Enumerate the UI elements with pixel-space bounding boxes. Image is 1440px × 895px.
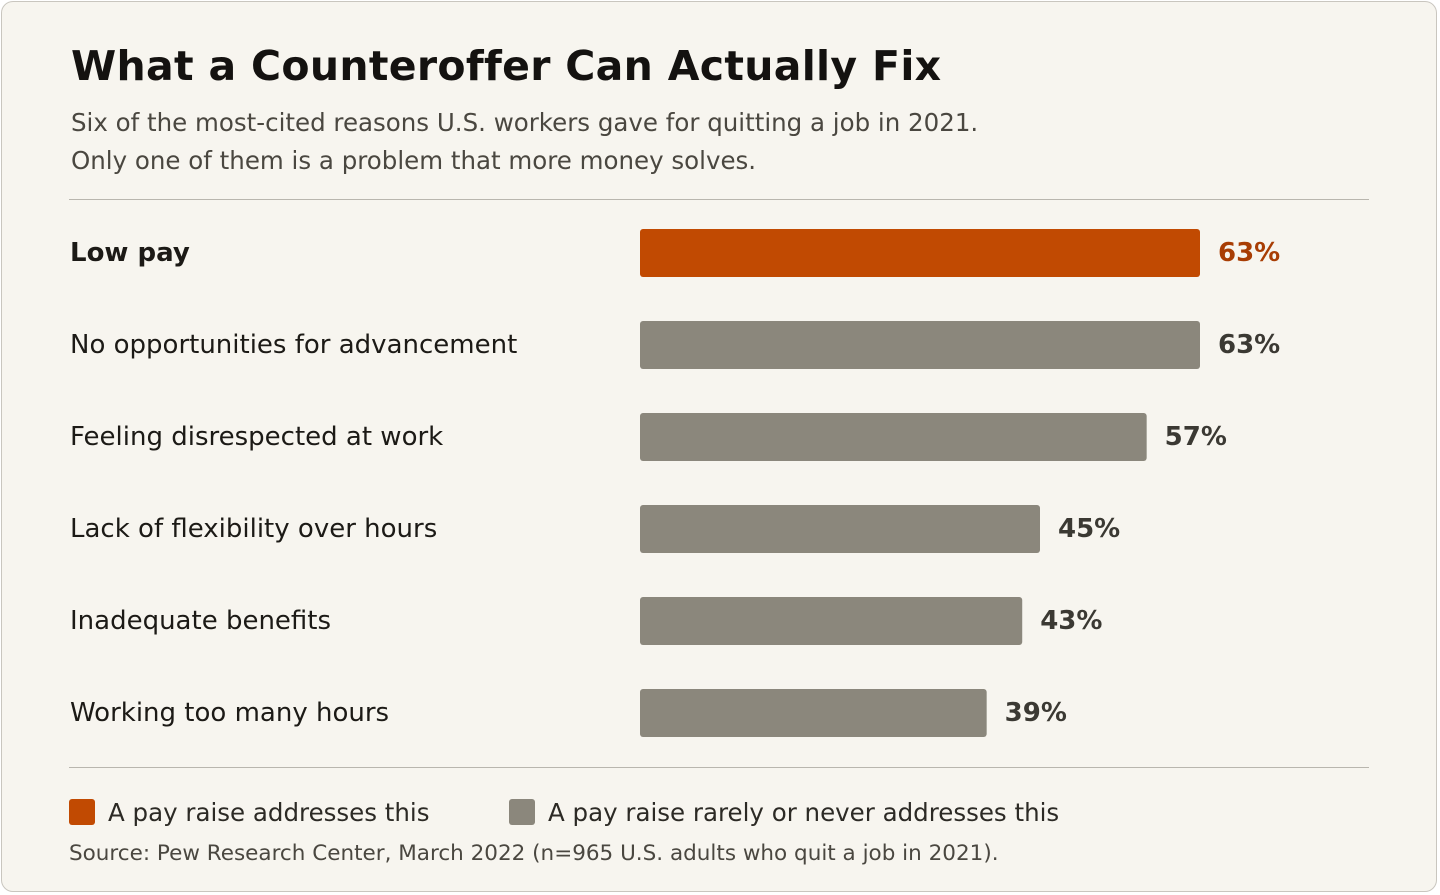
value-label: 39% xyxy=(1005,698,1067,728)
value-label: 63% xyxy=(1218,330,1280,360)
legend-label-raise-rarely: A pay raise rarely or never addresses th… xyxy=(548,797,1060,827)
subtitle-line-1: Six of the most-cited reasons U.S. worke… xyxy=(71,108,979,137)
legend-item-raise-rarely: A pay raise rarely or never addresses th… xyxy=(509,794,1059,830)
bar xyxy=(640,597,1023,645)
bar xyxy=(640,321,1200,369)
category-label: Feeling disrespected at work xyxy=(70,422,443,452)
value-label: 57% xyxy=(1165,422,1227,452)
value-label: 43% xyxy=(1040,606,1102,636)
top-divider xyxy=(69,199,1369,200)
category-label: Working too many hours xyxy=(70,698,389,728)
legend-item-raise-addresses: A pay raise addresses this xyxy=(69,794,430,830)
value-label: 63% xyxy=(1218,238,1280,268)
bottom-divider xyxy=(69,767,1369,768)
category-label: Inadequate benefits xyxy=(70,606,331,636)
legend-swatch-highlight xyxy=(69,799,95,825)
category-label: No opportunities for advancement xyxy=(70,330,517,360)
bar xyxy=(640,689,987,737)
legend-swatch-muted xyxy=(509,799,535,825)
category-label: Low pay xyxy=(70,238,190,268)
source-note: Source: Pew Research Center, March 2022 … xyxy=(69,841,999,866)
bar xyxy=(640,505,1040,553)
legend-label-raise-addresses: A pay raise addresses this xyxy=(108,797,430,827)
category-label: Lack of flexibility over hours xyxy=(70,514,437,544)
bar xyxy=(640,413,1147,461)
bar xyxy=(640,229,1200,277)
subtitle-line-2: Only one of them is a problem that more … xyxy=(71,146,757,175)
chart-subtitle: Six of the most-cited reasons U.S. worke… xyxy=(71,104,978,180)
value-label: 45% xyxy=(1058,514,1120,544)
chart-title: What a Counteroffer Can Actually Fix xyxy=(71,42,942,90)
